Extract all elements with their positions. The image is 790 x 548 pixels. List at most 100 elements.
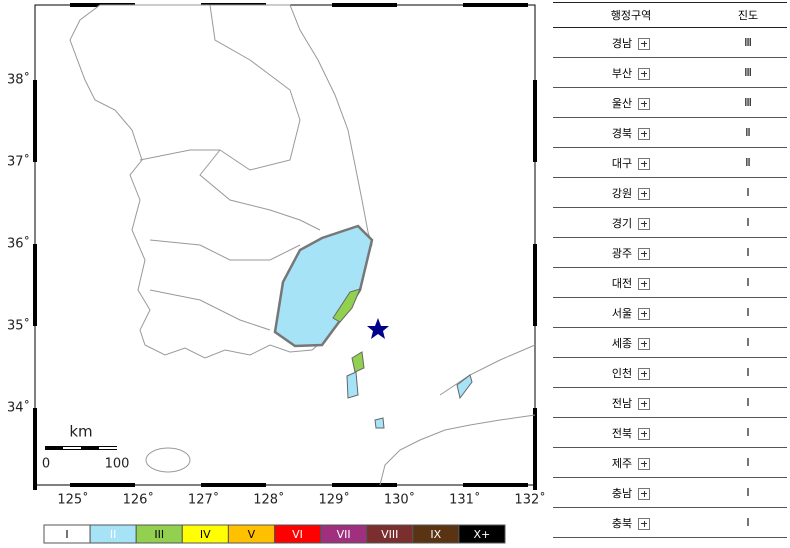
table-row: 충남 Ⅰ [553, 477, 787, 508]
table-cell: Ⅰ [708, 207, 787, 238]
table-row: 광주 Ⅰ [553, 237, 787, 268]
legend-label: X+ [474, 528, 491, 541]
table-cell: 세종 [553, 327, 709, 358]
lon-label: 126˚ [123, 492, 154, 508]
legend-label: V [248, 528, 256, 541]
frame-segment [533, 244, 537, 326]
region-name: 울산 [611, 96, 633, 110]
intensity: Ⅰ [746, 336, 750, 349]
table-cell: Ⅰ [708, 297, 787, 328]
intensity: Ⅰ [746, 366, 750, 379]
table-cell: 경북 [553, 117, 709, 148]
region-name: 서울 [611, 306, 633, 320]
scale-end: 100 [105, 457, 130, 472]
table-cell: 경남 [553, 27, 709, 58]
table-row: 부산 Ⅲ [553, 57, 787, 88]
region-name: 광주 [611, 246, 633, 260]
table-cell: Ⅰ [708, 237, 787, 268]
frame-segment [533, 408, 537, 490]
table-row: 인천 Ⅰ [553, 357, 787, 388]
intensity: Ⅲ [744, 96, 752, 109]
table-cell: 제주 [553, 447, 709, 478]
intensity: Ⅲ [744, 36, 752, 49]
table-cell: 전남 [553, 387, 709, 418]
lat-label: 37˚ [7, 154, 30, 170]
table-cell: 충남 [553, 477, 709, 508]
expand-button[interactable] [638, 37, 651, 50]
legend-label: VIII [381, 528, 398, 541]
table-row: 대전 Ⅰ [553, 267, 787, 298]
table-header: 진도 [708, 2, 787, 28]
table-row: 세종 Ⅰ [553, 327, 787, 358]
expand-button[interactable] [638, 217, 651, 230]
table-cell: 충북 [553, 507, 709, 538]
legend-label: II [110, 528, 117, 541]
region-name: 충남 [611, 486, 633, 500]
expand-button[interactable] [638, 187, 651, 200]
expand-button[interactable] [638, 457, 651, 470]
intensity: Ⅰ [746, 186, 750, 199]
table-cell: Ⅰ [708, 267, 787, 298]
intensity-legend: I II III IV V VI VII VIII IX X+ [43, 524, 506, 544]
lat-label: 38˚ [7, 72, 30, 88]
table-cell: 서울 [553, 297, 709, 328]
expand-button[interactable] [638, 67, 651, 80]
lon-label: 127˚ [188, 492, 219, 508]
lon-label: 125˚ [57, 492, 88, 508]
table-cell: Ⅱ [708, 117, 787, 148]
expand-button[interactable] [638, 487, 651, 500]
table-cell: 부산 [553, 57, 709, 88]
lat-label: 35˚ [7, 318, 30, 334]
intensity: Ⅲ [744, 66, 752, 79]
region-name: 대구 [611, 156, 633, 170]
frame-segment [533, 80, 537, 162]
table-cell: Ⅰ [708, 507, 787, 538]
intensity: Ⅰ [746, 516, 750, 529]
region-name: 부산 [611, 66, 633, 80]
expand-button[interactable] [638, 397, 651, 410]
intensity: Ⅰ [746, 456, 750, 469]
legend-label: VI [292, 528, 303, 541]
intensity: Ⅰ [746, 216, 750, 229]
legend-label: III [154, 528, 164, 541]
map: km 0 100 I II III IV V VI VII VIII IX X+ 38˚37˚36… [7, 3, 546, 544]
intensity: Ⅱ [745, 156, 751, 169]
expand-button[interactable] [638, 127, 651, 140]
expand-button[interactable] [638, 247, 651, 260]
expand-button[interactable] [638, 427, 651, 440]
expand-button[interactable] [638, 337, 651, 350]
region-name: 세종 [611, 336, 633, 350]
table-cell: Ⅱ [708, 147, 787, 178]
table-cell: 대구 [553, 147, 709, 178]
intensity: Ⅰ [746, 426, 750, 439]
expand-button[interactable] [638, 517, 651, 530]
frame-segment [33, 244, 37, 326]
lon-label: 129˚ [319, 492, 350, 508]
expand-button[interactable] [638, 307, 651, 320]
table-cell: Ⅰ [708, 357, 787, 388]
table-cell: 강원 [553, 177, 709, 208]
table-cell: Ⅰ [708, 417, 787, 448]
expand-button[interactable] [638, 157, 651, 170]
region-name: 충북 [611, 516, 633, 530]
intensity: Ⅰ [746, 396, 750, 409]
region-name: 인천 [611, 366, 633, 380]
region-name: 대전 [611, 276, 633, 290]
expand-button[interactable] [638, 97, 651, 110]
lon-label: 131˚ [449, 492, 480, 508]
expand-button[interactable] [638, 367, 651, 380]
lat-label: 36˚ [7, 236, 30, 252]
table-cell: Ⅲ [708, 87, 787, 118]
lat-label: 34˚ [7, 400, 30, 416]
table-cell: 울산 [553, 87, 709, 118]
region-name: 전남 [611, 396, 633, 410]
intensity: Ⅱ [745, 126, 751, 139]
frame-segment [463, 483, 528, 487]
intensity: Ⅰ [746, 486, 750, 499]
legend-label: VII [337, 528, 351, 541]
intensity: Ⅰ [746, 306, 750, 319]
expand-button[interactable] [638, 277, 651, 290]
table-cell: 대전 [553, 267, 709, 298]
table-cell: Ⅰ [708, 327, 787, 358]
